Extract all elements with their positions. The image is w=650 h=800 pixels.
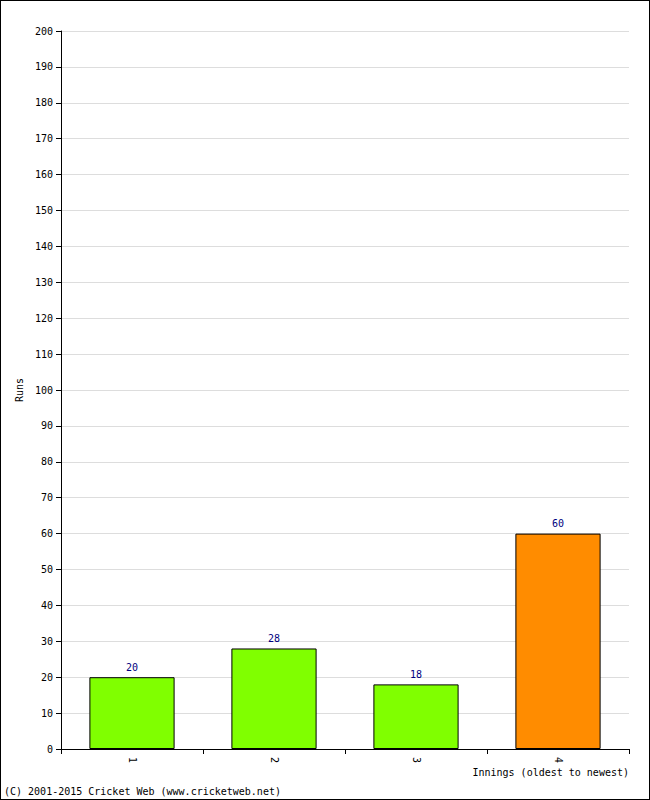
svg-text:190: 190 [35,61,53,72]
svg-text:150: 150 [35,205,53,216]
svg-text:20: 20 [41,672,53,683]
svg-text:28: 28 [268,633,280,644]
svg-text:170: 170 [35,133,53,144]
svg-text:20: 20 [126,662,138,673]
svg-text:3: 3 [411,757,422,763]
svg-text:4: 4 [553,757,564,763]
svg-text:120: 120 [35,313,53,324]
svg-text:0: 0 [47,744,53,755]
svg-text:140: 140 [35,241,53,252]
svg-text:18: 18 [410,669,422,680]
svg-text:60: 60 [552,518,564,529]
svg-text:1: 1 [127,757,138,763]
svg-text:40: 40 [41,600,53,611]
svg-text:60: 60 [41,528,53,539]
svg-text:130: 130 [35,277,53,288]
svg-text:100: 100 [35,385,53,396]
svg-text:Runs: Runs [14,378,25,402]
svg-text:30: 30 [41,636,53,647]
svg-text:10: 10 [41,708,53,719]
svg-text:180: 180 [35,97,53,108]
svg-text:200: 200 [35,26,53,37]
svg-text:70: 70 [41,492,53,503]
svg-text:80: 80 [41,456,53,467]
svg-text:(C) 2001-2015 Cricket Web (www: (C) 2001-2015 Cricket Web (www.cricketwe… [4,786,281,797]
svg-text:90: 90 [41,420,53,431]
svg-text:110: 110 [35,349,53,360]
svg-text:160: 160 [35,169,53,180]
svg-text:50: 50 [41,564,53,575]
svg-text:Innings (oldest to newest): Innings (oldest to newest) [472,767,629,778]
svg-text:2: 2 [269,757,280,763]
